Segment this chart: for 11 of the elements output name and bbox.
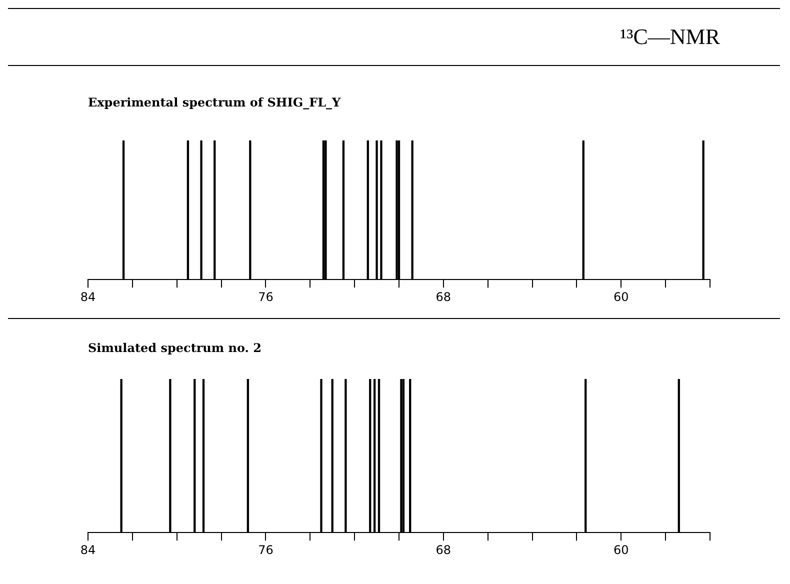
x-tick-label: 84 — [80, 290, 96, 304]
chart-title: ¹³C—NMR — [8, 8, 780, 65]
x-tick-label: 60 — [614, 542, 629, 557]
x-tick-label: 68 — [436, 542, 452, 557]
x-tick-label: 76 — [258, 542, 274, 557]
x-tick-label: 68 — [436, 290, 452, 304]
x-tick-label: 84 — [80, 542, 96, 557]
x-tick-label: 76 — [258, 290, 274, 304]
x-tick-label: 60 — [614, 290, 629, 304]
chart-title: Simulated spectrum no. 2 — [88, 341, 262, 355]
chart-subtitle: Experimental spectrum of SHIG_FL_Y — [88, 95, 342, 110]
